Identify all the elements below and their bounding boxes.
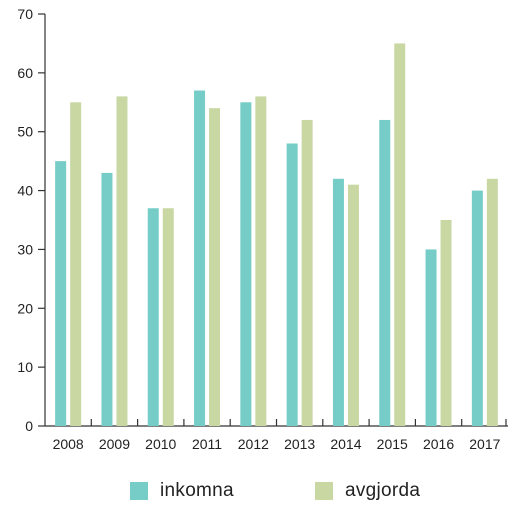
x-tick-label-2014: 2014	[330, 436, 361, 452]
x-tick-label-2009: 2009	[99, 436, 130, 452]
y-tick-label-70: 70	[17, 6, 33, 22]
legend-label-inkomna: inkomna	[160, 480, 234, 501]
y-tick-label-40: 40	[17, 183, 33, 199]
legend: inkomna avgjorda	[0, 480, 510, 510]
x-tick-label-2011: 2011	[192, 436, 222, 452]
x-tick-label-2015: 2015	[377, 436, 408, 452]
legend-swatch-avgjorda	[315, 482, 333, 500]
x-axis: 2008 2009 2010 2011 2012 2013 2014 2015 2016 2017	[45, 419, 508, 452]
x-tick-label-2008: 2008	[53, 436, 84, 452]
y-tick-label-60: 60	[17, 65, 33, 81]
bar-inkomna-2017	[471, 190, 483, 426]
bar-avgjorda-2015	[394, 43, 406, 427]
y-axis: 0 10 20 30 40 50 60 70	[17, 6, 46, 434]
bar-avgjorda-2013	[301, 119, 313, 426]
bar-inkomna-2012	[240, 102, 252, 427]
y-tick-label-30: 30	[17, 241, 33, 257]
y-tick-label-50: 50	[17, 124, 33, 140]
legend-swatch-inkomna	[130, 482, 148, 500]
x-tick-label-2017: 2017	[469, 436, 500, 452]
x-tick-label-2016: 2016	[423, 436, 454, 452]
y-tick-label-0: 0	[25, 418, 33, 434]
y-tick-label-20: 20	[17, 300, 33, 316]
bar-avgjorda-2016	[440, 220, 452, 426]
bar-avgjorda-2008	[70, 102, 82, 427]
bar-avgjorda-2014	[347, 184, 359, 426]
bars-group	[55, 43, 498, 427]
bar-avgjorda-2017	[486, 178, 498, 426]
bar-inkomna-2009	[101, 172, 113, 426]
bar-inkomna-2016	[425, 249, 437, 426]
bar-inkomna-2013	[286, 143, 298, 426]
legend-item-avgjorda: avgjorda	[315, 480, 420, 502]
bar-inkomna-2010	[147, 208, 159, 426]
bar-avgjorda-2009	[116, 96, 128, 427]
x-tick-label-2012: 2012	[238, 436, 269, 452]
bar-inkomna-2011	[194, 90, 206, 426]
bar-inkomna-2014	[332, 178, 344, 426]
legend-item-inkomna: inkomna	[130, 480, 234, 502]
bar-avgjorda-2012	[255, 96, 267, 427]
bar-inkomna-2008	[55, 161, 67, 426]
x-tick-label-2013: 2013	[284, 436, 315, 452]
y-tick-label-10: 10	[17, 359, 33, 375]
bar-avgjorda-2011	[209, 108, 221, 427]
bar-chart: 0 10 20 30 40 50 60 70 2008 2009 2010 2011 2012 2013…	[17, 6, 508, 452]
legend-label-avgjorda: avgjorda	[345, 480, 421, 501]
bar-inkomna-2015	[379, 119, 391, 426]
x-tick-label-2010: 2010	[145, 436, 176, 452]
bar-avgjorda-2010	[162, 208, 174, 426]
